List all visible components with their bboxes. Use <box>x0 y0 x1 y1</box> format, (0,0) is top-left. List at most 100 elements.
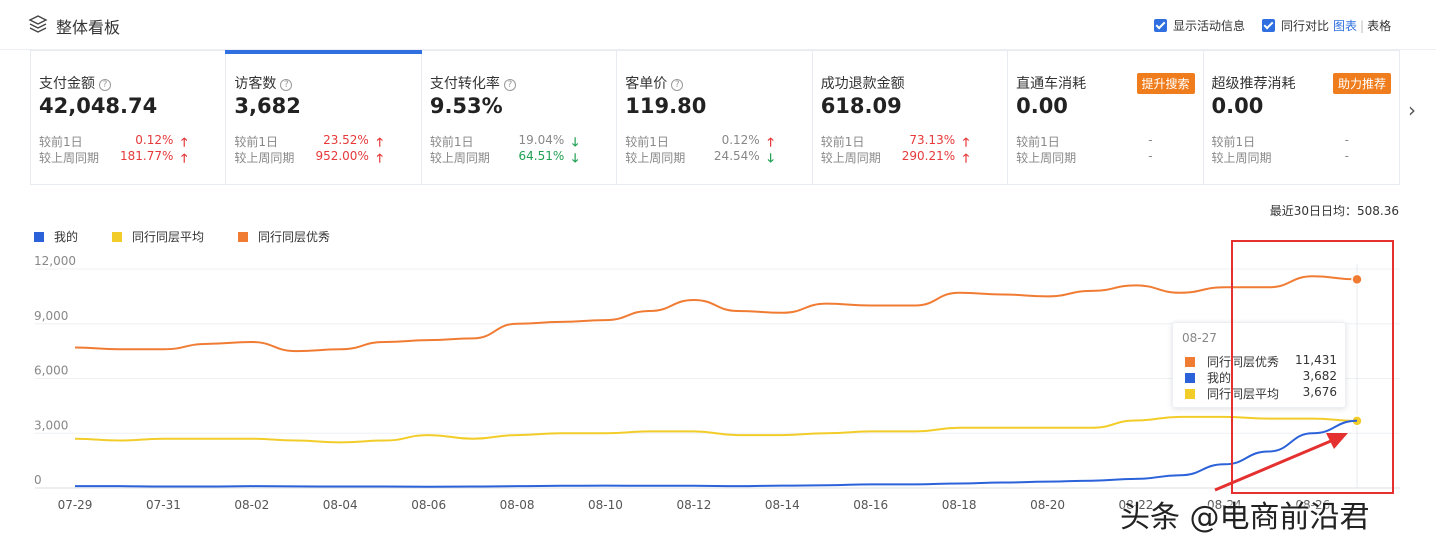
legend-peer-avg[interactable]: 同行同层平均 <box>112 228 204 245</box>
kpi-cards: 支付金额? 42,048.74 较前1日 0.12% 🡑 较上周同期 181.77% 🡑… <box>30 50 1400 185</box>
prev-week-pct: 290.21% <box>901 149 956 163</box>
kpi-name: 成功退款金额 <box>820 76 905 92</box>
layers-icon <box>28 15 48 33</box>
series-line <box>74 415 1358 444</box>
help-icon[interactable]: ? <box>280 79 293 91</box>
tooltip-value: 11,431 <box>1295 353 1337 367</box>
prev-day-label: 较前1日 <box>625 135 669 149</box>
series-point <box>1351 273 1363 286</box>
chevron-right-icon[interactable]: › <box>1408 98 1416 122</box>
view-table-link[interactable]: 表格 <box>1367 19 1392 33</box>
kpi-value: 9.53% <box>429 94 503 118</box>
prev-week-pct: - <box>1148 149 1153 163</box>
x-tick-label: 07-31 <box>146 498 181 512</box>
x-tick-label: 08-26 <box>1295 498 1330 512</box>
legend-swatch <box>34 231 44 242</box>
prev-day-label: 较前1日 <box>1016 135 1060 149</box>
chart-legend: 我的 同行同层平均 同行同层优秀 <box>34 228 364 245</box>
kpi-card-visitors[interactable]: 访客数? 3,682 较前1日 23.52% 🡑 较上周同期 952.00% 🡑 <box>225 50 423 184</box>
kpi-card-super-recommend[interactable]: 超级推荐消耗 助力推荐 0.00 较前1日 - 较上周同期 - <box>1204 51 1399 184</box>
prev-day-pct: 23.52% <box>323 133 369 147</box>
arrow-up-icon: 🡑 <box>962 135 970 149</box>
boost-recommend-badge[interactable]: 助力推荐 <box>1332 73 1391 94</box>
compare-checkbox[interactable] <box>1262 19 1275 32</box>
x-tick-label: 08-04 <box>323 498 358 512</box>
prev-week-label: 较上周同期 <box>1016 151 1077 165</box>
prev-week-label: 较上周同期 <box>625 151 686 165</box>
legend-label: 同行同层平均 <box>132 230 205 244</box>
avg-30-day: 最近30日日均：508.36 <box>1269 204 1399 218</box>
y-tick-label: 9,000 <box>34 309 68 323</box>
legend-swatch <box>238 231 249 242</box>
series-line <box>74 275 1358 353</box>
kpi-card-avg-price[interactable]: 客单价? 119.80 较前1日 0.12% 🡑 较上周同期 24.54% 🡓 <box>617 51 813 184</box>
tooltip-swatch <box>1185 357 1195 367</box>
page-title: 整体看板 <box>56 18 121 37</box>
help-icon[interactable]: ? <box>99 79 111 91</box>
kpi-name: 支付金额 <box>39 76 95 92</box>
tooltip-value: 3,682 <box>1302 369 1337 383</box>
kpi-value: 0.00 <box>1016 94 1068 118</box>
tooltip-label: 同行同层优秀 <box>1207 355 1280 369</box>
y-tick-label: 12,000 <box>34 254 76 268</box>
x-tick-label: 08-14 <box>765 498 800 512</box>
tooltip-swatch <box>1185 373 1195 383</box>
kpi-value: 119.80 <box>625 94 707 118</box>
view-separator: | <box>1360 18 1365 33</box>
help-icon[interactable]: ? <box>671 79 684 91</box>
tooltip-swatch <box>1185 389 1195 399</box>
arrow-up-icon: 🡑 <box>181 135 188 149</box>
tooltip-row: 同行同层优秀 11,431 <box>1185 353 1337 369</box>
prev-week-label: 较上周同期 <box>234 151 295 165</box>
watermark: 头条 @电商前沿君 <box>1120 500 1370 535</box>
prev-day-pct: 73.13% <box>909 133 956 147</box>
legend-swatch <box>112 231 123 242</box>
kpi-name: 客单价 <box>625 76 668 92</box>
prev-day-label: 较前1日 <box>1211 135 1256 149</box>
kpi-name: 直通车消耗 <box>1016 76 1087 92</box>
prev-day-pct: 0.12% <box>135 133 174 147</box>
x-tick-label: 07-29 <box>58 498 93 512</box>
show-activity-option[interactable]: 显示活动信息 <box>1154 17 1245 34</box>
kpi-card-conversion[interactable]: 支付转化率? 9.53% 较前1日 19.04% 🡓 较上周同期 64.51% 🡓 <box>422 51 618 184</box>
series-line <box>74 419 1358 488</box>
arrow-up-icon: 🡑 <box>376 135 383 149</box>
kpi-name: 超级推荐消耗 <box>1211 76 1296 92</box>
x-tick-label: 08-22 <box>1119 498 1154 512</box>
y-tick-label: 6,000 <box>34 364 68 378</box>
prev-week-pct: - <box>1344 149 1349 163</box>
prev-week-pct: 952.00% <box>315 149 369 163</box>
prev-week-label: 较上周同期 <box>820 151 881 165</box>
kpi-value: 3,682 <box>234 94 301 118</box>
tooltip-label: 同行同层平均 <box>1207 387 1280 401</box>
kpi-value: 42,048.74 <box>39 94 158 118</box>
legend-label: 同行同层优秀 <box>258 230 331 244</box>
prev-day-pct: - <box>1344 133 1349 147</box>
show-activity-checkbox[interactable] <box>1154 19 1167 32</box>
prev-week-label: 较上周同期 <box>1211 151 1272 165</box>
x-tick-label: 08-20 <box>1030 498 1065 512</box>
legend-peer-top[interactable]: 同行同层优秀 <box>238 228 330 245</box>
boost-search-badge[interactable]: 提升搜索 <box>1136 73 1195 94</box>
view-chart-link[interactable]: 图表 <box>1333 19 1358 33</box>
dashboard-header: 整体看板 显示活动信息 同行对比 图表 | 表格 <box>0 0 1436 50</box>
kpi-name: 访客数 <box>234 76 277 92</box>
kpi-card-refund[interactable]: 成功退款金额 618.09 较前1日 73.13% 🡑 较上周同期 290.21% 🡑 <box>813 51 1009 184</box>
kpi-name: 支付转化率 <box>429 76 500 92</box>
compare-option[interactable]: 同行对比 图表 | 表格 <box>1262 17 1391 34</box>
kpi-card-payment[interactable]: 支付金额? 42,048.74 较前1日 0.12% 🡑 较上周同期 181.77% 🡑 <box>31 51 227 184</box>
prev-day-pct: 19.04% <box>518 133 565 147</box>
help-icon[interactable]: ? <box>503 79 516 91</box>
x-tick-label: 08-06 <box>411 498 446 512</box>
y-tick-label: 0 <box>34 473 42 487</box>
x-tick-label: 08-10 <box>588 498 623 512</box>
tooltip-value: 3,676 <box>1302 385 1337 399</box>
kpi-card-express-cost[interactable]: 直通车消耗 提升搜索 0.00 较前1日 - 较上周同期 - <box>1008 51 1204 184</box>
x-tick-label: 08-16 <box>853 498 888 512</box>
prev-week-label: 较上周同期 <box>39 151 100 165</box>
legend-mine[interactable]: 我的 <box>34 228 78 245</box>
prev-day-label: 较前1日 <box>39 135 83 149</box>
prev-day-label: 较前1日 <box>234 135 279 149</box>
arrow-up-icon: 🡑 <box>767 135 774 149</box>
arrow-up-icon: 🡑 <box>962 151 970 165</box>
